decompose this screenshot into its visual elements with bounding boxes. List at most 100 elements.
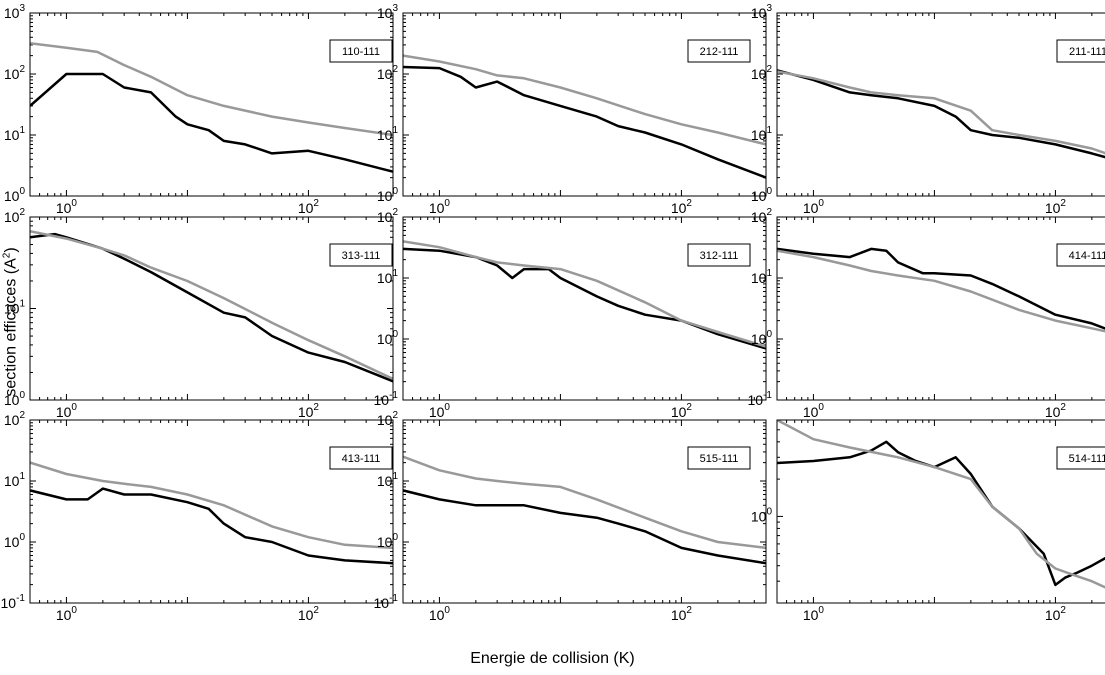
x-tick-label: 102 <box>298 198 320 216</box>
subplot-211-111: 100 102 100 101 102 103 211-111 <box>751 3 1105 216</box>
series-line-dark <box>777 440 1105 587</box>
plot-frame <box>29 216 394 401</box>
y-tick-label: 101 <box>4 471 26 489</box>
legend-box <box>329 446 393 470</box>
y-tick-label: 10-1 <box>374 593 399 611</box>
x-axis-label: Energie de collision (K) <box>470 650 635 667</box>
y-tick-label: 101 <box>4 299 26 317</box>
x-tick-label: 100 <box>56 605 78 623</box>
plot-frame <box>29 419 394 604</box>
legend-label: 313-111 <box>342 250 381 262</box>
y-tick-label: 103 <box>751 3 773 21</box>
plot-frame <box>776 216 1105 401</box>
tick-marks <box>776 216 1093 401</box>
y-axis-label: section efficaces (A2) <box>1 247 20 396</box>
series-line-dark <box>403 65 766 179</box>
series-line-dark <box>30 232 393 383</box>
series-line-light <box>403 54 766 146</box>
y-tick-label: 102 <box>4 410 26 428</box>
legend-box <box>687 446 751 470</box>
y-tick-label: 101 <box>751 125 773 143</box>
legend-box <box>1056 243 1105 267</box>
y-tick-label: 102 <box>377 64 399 82</box>
series-line-light <box>777 420 1105 589</box>
series-line-light <box>403 455 766 550</box>
y-tick-label: 102 <box>377 410 399 428</box>
x-tick-label: 100 <box>429 402 451 420</box>
legend-box <box>687 39 751 63</box>
x-tick-label: 100 <box>429 198 451 216</box>
y-tick-label: 100 <box>377 186 399 204</box>
series-line-light <box>777 70 1105 155</box>
y-tick-label: 102 <box>377 207 399 225</box>
y-axis-label-text: section efficaces (A <box>2 258 20 397</box>
y-tick-label: 100 <box>377 532 399 550</box>
legend-label: 413-111 <box>342 453 381 465</box>
legend-label: 211-111 <box>1069 46 1105 58</box>
x-tick-label: 102 <box>671 605 693 623</box>
tick-marks <box>776 12 1093 197</box>
y-tick-label: 10-1 <box>748 390 773 408</box>
y-tick-label: 102 <box>4 207 26 225</box>
plot-frame <box>402 12 767 197</box>
series-line-dark <box>777 69 1105 159</box>
plot-frame <box>402 216 767 401</box>
x-tick-label: 100 <box>803 198 825 216</box>
x-tick-label: 100 <box>803 605 825 623</box>
y-tick-label: 100 <box>751 186 773 204</box>
legend-box <box>687 243 751 267</box>
plot-frame <box>402 419 767 604</box>
plot-frame <box>776 419 1105 604</box>
x-tick-label: 102 <box>671 402 693 420</box>
y-tick-label: 100 <box>4 532 26 550</box>
y-axis-label-close: ) <box>2 247 20 253</box>
x-tick-label: 100 <box>429 605 451 623</box>
y-tick-label: 103 <box>4 3 26 21</box>
legend-label: 514-111 <box>1069 453 1105 465</box>
y-tick-label: 102 <box>751 64 773 82</box>
plot-frame <box>776 12 1105 197</box>
y-tick-label: 103 <box>377 3 399 21</box>
x-tick-label: 102 <box>1045 402 1067 420</box>
legend-label: 312-111 <box>700 250 739 262</box>
series-line-light <box>777 249 1105 333</box>
series-line-light <box>30 229 393 381</box>
subplot-110-111: 100 102 100 101 102 103 110-111 <box>4 3 394 216</box>
x-tick-label: 100 <box>56 198 78 216</box>
legend-box <box>1056 39 1105 63</box>
legend-box <box>1056 446 1105 470</box>
y-tick-label: 102 <box>751 207 773 225</box>
series-line-dark <box>30 487 393 565</box>
y-tick-label: 100 <box>751 329 773 347</box>
y-tick-label: 101 <box>4 125 26 143</box>
y-tick-label: 100 <box>4 186 26 204</box>
y-axis-label-superscript: 2 <box>1 252 13 259</box>
subplot-514-111: 100 102 100 514-111 <box>751 419 1105 623</box>
y-tick-label: 10-1 <box>1 593 26 611</box>
x-tick-label: 102 <box>1045 605 1067 623</box>
series-line-dark <box>777 247 1105 330</box>
series-line-dark <box>403 489 766 565</box>
subplot-312-111: 100 102 10-1 100 101 102 312-111 <box>374 207 767 420</box>
legend-label: 414-111 <box>1069 250 1105 262</box>
x-tick-label: 102 <box>671 198 693 216</box>
series-line-light <box>30 461 393 550</box>
legend-label: 110-111 <box>342 46 380 58</box>
x-tick-label: 102 <box>298 402 320 420</box>
subplot-413-111: 100 102 10-1 100 101 102 413-111 <box>1 410 394 623</box>
subplot-515-111: 100 102 10-1 100 101 102 515-111 <box>374 410 767 623</box>
x-tick-label: 102 <box>1045 198 1067 216</box>
plot-frame <box>29 12 394 197</box>
y-tick-label: 101 <box>377 125 399 143</box>
subplot-212-111: 100 102 100 101 102 103 212-111 <box>377 3 767 216</box>
legend-label: 515-111 <box>700 453 739 465</box>
legend-box <box>329 243 393 267</box>
y-tick-label: 10-1 <box>374 390 399 408</box>
y-tick-label: 100 <box>4 390 26 408</box>
x-tick-label: 100 <box>803 402 825 420</box>
series-line-dark <box>30 72 393 173</box>
legend-box <box>329 39 393 63</box>
series-line-light <box>30 41 393 137</box>
subplot-414-111: 100 102 10-1 100 101 102 414-111 <box>748 207 1105 420</box>
